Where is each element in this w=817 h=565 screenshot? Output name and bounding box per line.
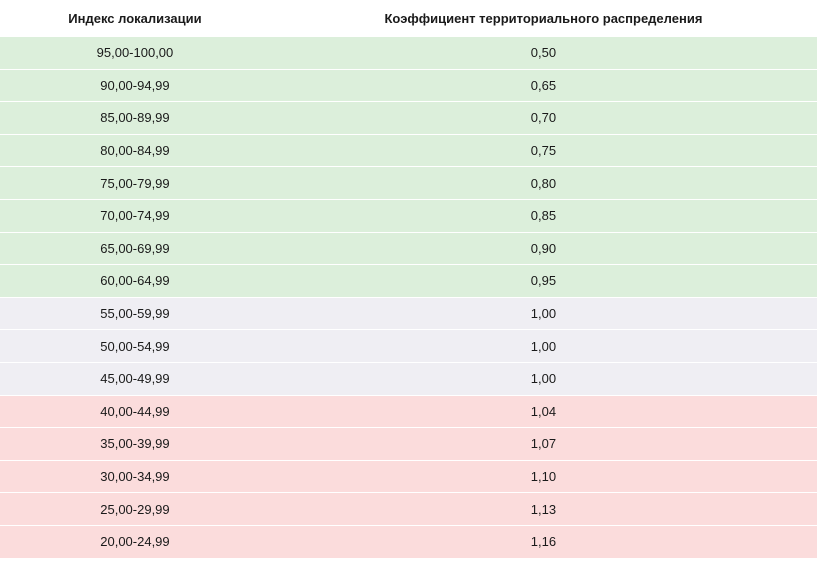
table-row: 65,00-69,99 0,90 (0, 232, 817, 266)
coefficient-cell: 1,13 (530, 501, 557, 517)
index-cell: 40,00-44,99 (100, 403, 170, 419)
index-cell: 75,00-79,99 (100, 175, 170, 191)
coefficient-cell: 1,16 (530, 534, 557, 550)
coefficient-cell: 0,50 (530, 45, 557, 61)
coefficient-cell: 0,90 (530, 240, 557, 256)
table-row: 50,00-54,99 1,00 (0, 330, 817, 363)
coefficient-cell: 0,65 (530, 77, 557, 93)
table-row: 45,00-49,99 1,00 (0, 362, 817, 396)
coefficient-cell: 0,95 (530, 273, 557, 289)
table-row: 80,00-84,99 0,75 (0, 134, 817, 168)
coefficient-cell: 1,00 (530, 371, 557, 387)
index-cell: 20,00-24,99 (100, 534, 170, 550)
table-row: 35,00-39,99 1,07 (0, 428, 817, 461)
coefficient-cell: 1,04 (530, 403, 557, 419)
index-cell: 95,00-100,00 (96, 45, 174, 61)
table-header: Индекс локализации Коэффициент территори… (0, 0, 817, 37)
coefficient-cell: 0,70 (530, 110, 557, 126)
coefficient-cell: 0,85 (530, 208, 557, 224)
table-row: 20,00-24,99 1,16 (0, 525, 817, 559)
index-cell: 25,00-29,99 (100, 501, 170, 517)
table-row: 30,00-34,99 1,10 (0, 460, 817, 494)
index-cell: 50,00-54,99 (100, 338, 170, 354)
index-cell: 60,00-64,99 (100, 273, 170, 289)
coefficient-cell: 0,80 (530, 175, 557, 191)
coefficient-cell: 1,10 (530, 469, 557, 485)
table-row: 60,00-64,99 0,95 (0, 265, 817, 298)
index-cell: 45,00-49,99 (100, 371, 170, 387)
table-row: 25,00-29,99 1,13 (0, 493, 817, 526)
column-header-index: Индекс локализации (68, 11, 202, 26)
index-cell: 65,00-69,99 (100, 240, 170, 256)
table-row: 40,00-44,99 1,04 (0, 395, 817, 429)
index-cell: 30,00-34,99 (100, 469, 170, 485)
index-cell: 70,00-74,99 (100, 208, 170, 224)
column-header-coefficient: Коэффициент территориального распределен… (384, 11, 703, 26)
table-row: 85,00-89,99 0,70 (0, 102, 817, 135)
index-cell: 55,00-59,99 (100, 306, 170, 322)
index-cell: 80,00-84,99 (100, 143, 170, 159)
coefficient-cell: 1,07 (530, 436, 557, 452)
coefficient-cell: 1,00 (530, 338, 557, 354)
table-row: 55,00-59,99 1,00 (0, 297, 817, 331)
table-row: 90,00-94,99 0,65 (0, 69, 817, 103)
coefficient-cell: 1,00 (530, 306, 557, 322)
table-row: 75,00-79,99 0,80 (0, 167, 817, 200)
table-row: 95,00-100,00 0,50 (0, 37, 817, 70)
index-cell: 85,00-89,99 (100, 110, 170, 126)
index-cell: 35,00-39,99 (100, 436, 170, 452)
index-cell: 90,00-94,99 (100, 77, 170, 93)
coefficient-cell: 0,75 (530, 143, 557, 159)
table-row: 70,00-74,99 0,85 (0, 199, 817, 233)
